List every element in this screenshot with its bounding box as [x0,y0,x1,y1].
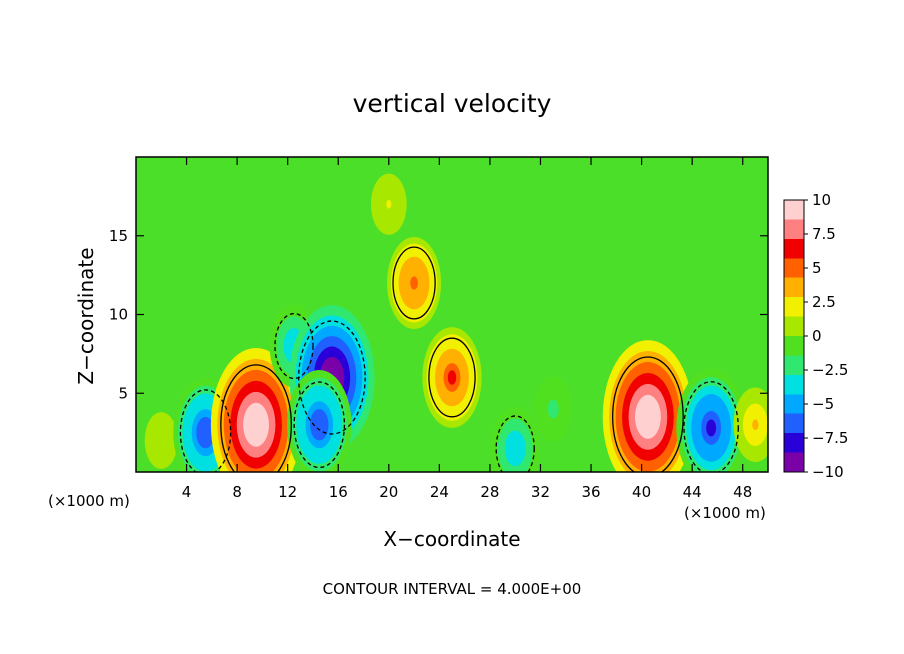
velocity-feature [387,237,442,329]
contour-line [612,356,684,472]
velocity-level [386,199,392,209]
x-tick-label: 16 [329,483,348,501]
colorbar-tick-label: −2.5 [812,361,848,379]
x-axis-label: X−coordinate [383,527,520,551]
velocity-level [706,419,717,437]
y-axis-ticks: 5 10 15 [109,227,768,402]
velocity-feature [533,376,573,442]
x-tick-label: 4 [182,483,192,501]
colorbar-ticks: 10 7.5 5 2.5 0 −2.5 −5 −7.5 −10 [804,191,848,481]
contour-line [392,246,436,320]
colorbar-tick-label: 0 [812,327,822,345]
x-tick-label: 28 [480,483,499,501]
x-unit-right: (×1000 m) [684,504,766,522]
velocity-feature [287,369,352,472]
colorbar-tick-label: −5 [812,395,834,413]
y-tick-label: 15 [109,227,128,245]
contour-line [179,389,232,472]
y-tick-label: 10 [109,306,128,324]
velocity-level [511,442,519,455]
velocity-level [200,424,211,441]
velocity-feature [490,406,540,472]
colorbar-tick-label: −10 [812,463,844,481]
x-tick-label: 32 [531,483,550,501]
velocity-level [447,370,457,385]
x-tick-label: 8 [232,483,242,501]
chart-title: vertical velocity [353,89,552,118]
colorbar-tick-label: 7.5 [812,225,836,243]
velocity-level [249,413,263,436]
velocity-level [641,405,655,428]
colorbar-scale [783,199,805,473]
x-tick-label: 48 [733,483,752,501]
velocity-feature [602,340,694,472]
velocity-feature [144,412,178,469]
x-tick-label: 12 [278,483,297,501]
contour-line [495,415,535,472]
x-tick-label: 40 [632,483,651,501]
y-axis-label: Z−coordinate [74,247,98,384]
x-tick-label: 24 [430,483,449,501]
x-tick-label: 36 [581,483,600,501]
contour-line [220,364,292,472]
velocity-level [158,436,164,445]
x-tick-label: 44 [683,483,702,501]
contour-line [293,381,346,469]
colorbar-tick-label: 5 [812,259,822,277]
contour-line [428,337,476,418]
colorbar: 10 7.5 5 2.5 0 −2.5 −5 −7.5 −10 [783,191,848,481]
contour-lines [179,246,739,472]
velocity-feature [676,368,746,472]
contour-interval-note: CONTOUR INTERVAL = 4.000E+00 [323,580,582,598]
velocity-field [144,173,768,472]
velocity-level [550,404,556,414]
contour-line [274,312,314,380]
velocity-feature [422,327,482,428]
velocity-level [410,276,418,290]
contour-line [683,381,739,472]
x-axis-ticks: 4 8 12 16 20 24 28 32 36 40 44 48 [182,157,752,501]
x-tick-label: 20 [379,483,398,501]
colorbar-tick-label: 10 [812,191,831,209]
velocity-feature [733,387,768,462]
colorbar-tick-label: 2.5 [812,293,836,311]
colorbar-tick-label: −7.5 [812,429,848,447]
y-tick-label: 5 [118,384,128,402]
velocity-level [752,419,759,431]
velocity-feature [370,173,407,235]
contour-line [298,320,366,435]
x-unit-left: (×1000 m) [48,492,130,510]
